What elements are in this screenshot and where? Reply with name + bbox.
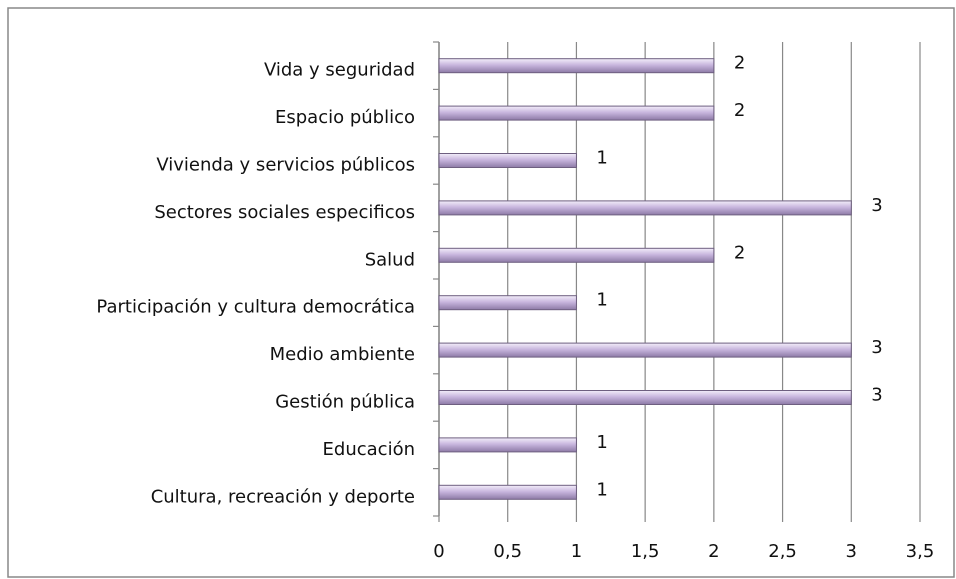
y-tick-label: Participación y cultura democrática <box>96 297 415 318</box>
y-tick-label: Salud <box>365 249 415 270</box>
x-tick-label: 1 <box>571 541 582 562</box>
bar <box>438 200 852 216</box>
y-tick-label: Cultura, recreación y deporte <box>151 486 415 507</box>
data-label: 3 <box>871 385 882 406</box>
data-label: 1 <box>596 148 607 169</box>
bar <box>438 295 577 311</box>
x-tick-label: 2,5 <box>768 541 797 562</box>
bar <box>438 105 715 121</box>
data-label: 2 <box>734 53 745 74</box>
y-tick-label: Vivienda y servicios públicos <box>156 155 415 176</box>
bar <box>438 153 577 168</box>
y-tick-label: Educación <box>323 439 415 460</box>
bar <box>438 58 715 74</box>
y-tick-label: Espacio público <box>275 107 415 128</box>
data-label: 2 <box>734 100 745 121</box>
data-label: 1 <box>596 479 607 500</box>
y-tick-label: Vida y seguridad <box>264 60 415 81</box>
x-tick-label: 3,5 <box>906 541 935 562</box>
data-label: 2 <box>734 242 745 263</box>
y-tick-label: Medio ambiente <box>270 344 415 365</box>
bar <box>438 342 852 358</box>
data-label: 1 <box>596 432 607 453</box>
data-label: 1 <box>596 290 607 311</box>
x-tick-label: 2 <box>708 541 719 562</box>
x-tick-label: 0 <box>433 541 444 562</box>
x-tick-label: 0,5 <box>493 541 522 562</box>
bar <box>438 437 577 453</box>
bar <box>438 484 577 500</box>
data-label: 3 <box>871 337 882 358</box>
y-tick-label: Sectores sociales especificos <box>154 202 415 223</box>
x-tick-label: 3 <box>846 541 857 562</box>
bar <box>438 247 715 263</box>
bar <box>438 390 852 405</box>
chart-frame <box>7 7 955 578</box>
data-label: 3 <box>871 195 882 216</box>
y-tick-label: Gestión pública <box>275 392 415 413</box>
x-tick-label: 1,5 <box>631 541 660 562</box>
